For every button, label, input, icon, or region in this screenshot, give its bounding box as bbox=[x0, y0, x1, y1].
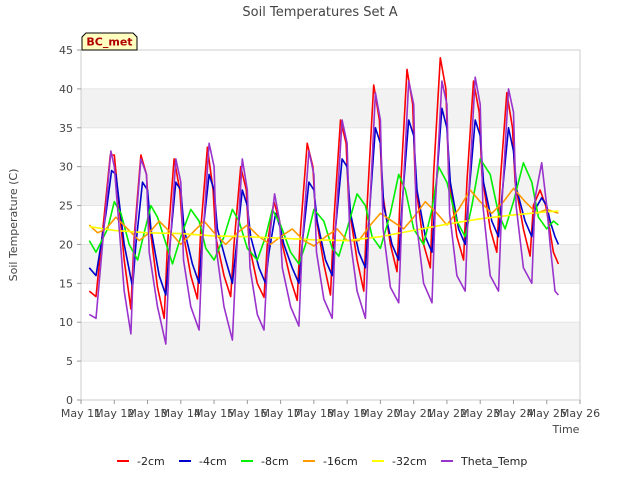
grid-band bbox=[81, 166, 580, 206]
badge-text: BC_met bbox=[86, 36, 132, 49]
y-tick-label: 0 bbox=[66, 394, 73, 407]
series-line-8cm bbox=[88, 158, 559, 265]
x-tick-label: May 17 bbox=[260, 407, 300, 420]
y-axis-label: Soil Temperature (C) bbox=[7, 169, 20, 282]
legend-label: -16cm bbox=[323, 455, 358, 468]
series-line-4cm bbox=[88, 107, 560, 296]
x-tick-label: May 23 bbox=[460, 407, 500, 420]
legend-label: -2cm bbox=[137, 455, 165, 468]
x-axis-label: Time bbox=[552, 423, 580, 436]
legend-label: -4cm bbox=[199, 455, 227, 468]
series-line-thetatemp bbox=[88, 76, 560, 345]
y-tick-label: 5 bbox=[66, 355, 73, 368]
x-tick-label: May 19 bbox=[327, 407, 367, 420]
legend-label: Theta_Temp bbox=[460, 455, 527, 468]
y-tick-label: 45 bbox=[59, 44, 73, 57]
x-tick-label: May 22 bbox=[427, 407, 467, 420]
x-tick-label: May 26 bbox=[560, 407, 600, 420]
y-tick-label: 20 bbox=[59, 238, 73, 251]
y-tick-label: 15 bbox=[59, 277, 73, 290]
y-tick-label: 30 bbox=[59, 161, 73, 174]
series-line-16cm bbox=[88, 187, 559, 247]
y-tick-label: 40 bbox=[59, 83, 73, 96]
legend: -2cm -4cm -8cm -16cm -32cm Theta_Temp bbox=[117, 455, 527, 468]
x-tick-label: May 16 bbox=[227, 407, 267, 420]
y-tick-label: 25 bbox=[59, 200, 73, 213]
x-tick-label: May 15 bbox=[194, 407, 234, 420]
legend-label: -8cm bbox=[261, 455, 289, 468]
station-badge: BC_met bbox=[81, 32, 138, 51]
grid-band bbox=[81, 88, 580, 128]
y-tick-label: 10 bbox=[59, 316, 73, 329]
x-tick-label: May 13 bbox=[127, 407, 167, 420]
x-tick-label: May 25 bbox=[527, 407, 567, 420]
badge-shape bbox=[81, 32, 138, 51]
x-tick-label: May 12 bbox=[94, 407, 134, 420]
series-line-32cm bbox=[89, 210, 559, 242]
y-tick-label: 35 bbox=[59, 122, 73, 135]
x-tick-label: May 21 bbox=[394, 407, 434, 420]
y-axis: 0 5 10 15 20 25 30 35 40 45 bbox=[59, 44, 81, 407]
plot-lines bbox=[88, 57, 560, 345]
x-tick-label: May 20 bbox=[360, 407, 400, 420]
plot-frame bbox=[80, 49, 581, 401]
x-tick-label: May 14 bbox=[161, 407, 201, 420]
x-tick-label: May 18 bbox=[294, 407, 334, 420]
x-tick-label: May 24 bbox=[493, 407, 533, 420]
chart-title: Soil Temperatures Set A bbox=[242, 5, 397, 20]
grid-band bbox=[81, 322, 580, 362]
legend-label: -32cm bbox=[392, 455, 427, 468]
x-tick-label: May 11 bbox=[61, 407, 101, 420]
